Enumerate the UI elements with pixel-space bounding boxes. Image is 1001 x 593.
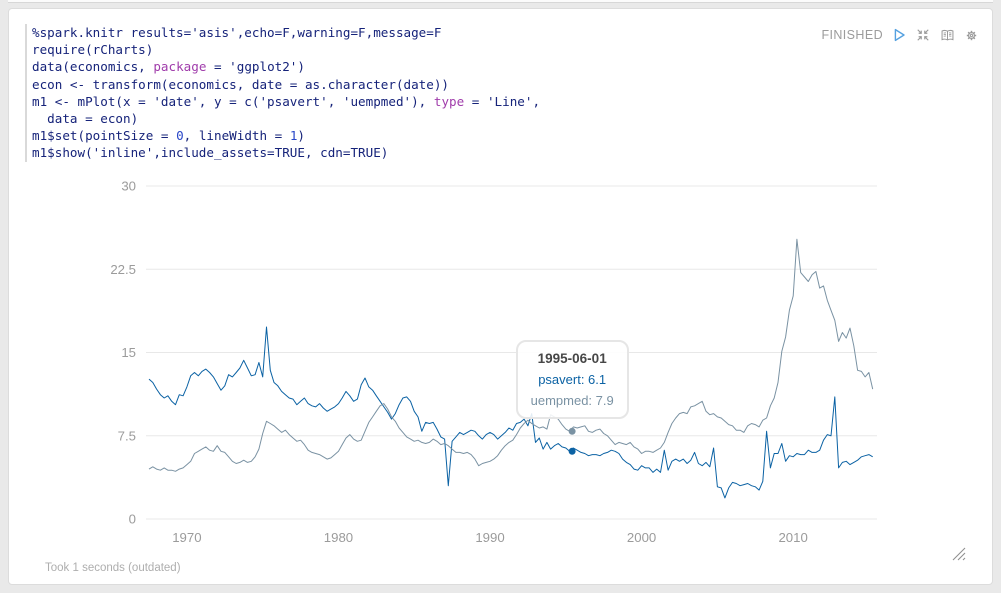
y-axis-label: 0 [129, 512, 136, 527]
y-axis-label: 30 [121, 179, 136, 194]
paragraph-status-bar: FINISHED [821, 26, 979, 44]
y-axis-label: 7.5 [118, 428, 136, 443]
show-output-button[interactable] [939, 27, 955, 43]
execution-time: Took 1 seconds (outdated) [45, 562, 181, 574]
uempmed-line [148, 238, 874, 472]
y-axis-label: 22.5 [110, 262, 136, 277]
x-axis-label: 2010 [778, 530, 807, 545]
compress-icon [917, 29, 929, 41]
code-line: m1$show('inline',include_assets=TRUE, cd… [32, 145, 389, 161]
collapse-editor-button[interactable] [915, 27, 931, 43]
hover-point-psavert [568, 447, 576, 455]
x-axis-label: 1970 [172, 530, 201, 545]
code-line: data = econ) [32, 111, 139, 127]
y-axis-label: 15 [121, 345, 136, 360]
code-editor[interactable]: %spark.knitr results='asis',echo=F,warni… [25, 24, 540, 162]
run-button[interactable] [891, 27, 907, 43]
x-axis-label: 2000 [627, 530, 656, 545]
code-line: econ <- transform(economics, date = as.c… [32, 76, 450, 92]
chart-svg[interactable]: 0 7.5 15 22.5 30 1970 1980 1990 2000 2010 [9, 9, 994, 586]
x-axis-label: 1980 [324, 530, 353, 545]
code-line: m1 <- mPlot(x = 'date', y = c('psavert',… [32, 93, 541, 109]
previous-paragraph-edge [8, 0, 993, 3]
code-line: require(rCharts) [32, 42, 154, 58]
code-line: data(economics, package = 'ggplot2') [32, 59, 305, 75]
gear-icon [966, 30, 976, 40]
x-axis-label: 1990 [475, 530, 504, 545]
book-icon [941, 29, 953, 40]
play-icon [894, 28, 905, 42]
settings-button[interactable] [963, 27, 979, 43]
code-line: m1$set(pointSize = 0, lineWidth = 1) [32, 128, 305, 144]
psavert-line [148, 326, 873, 499]
status-text: FINISHED [821, 28, 883, 42]
hover-point-uempmed [568, 427, 576, 435]
notebook-paragraph: %spark.knitr results='asis',echo=F,warni… [8, 8, 993, 585]
resize-handle[interactable] [952, 547, 966, 561]
code-line: %spark.knitr results='asis',echo=F,warni… [32, 25, 442, 40]
